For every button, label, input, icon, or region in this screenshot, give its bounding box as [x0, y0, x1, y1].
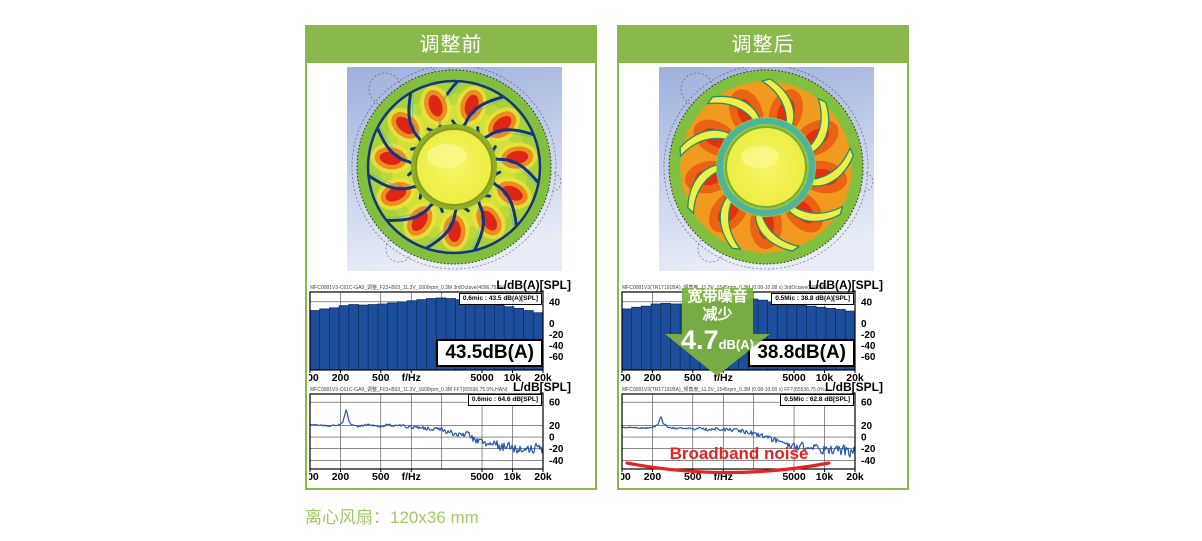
fft-chart-block-before: MFC0081V3-C61C-GA9_调整_F03+B03_11.3V_1600…	[309, 380, 595, 482]
svg-text:20k: 20k	[846, 372, 864, 383]
broadband-noise-label: Broadband noise	[669, 444, 809, 463]
svg-text:f/Hz: f/Hz	[714, 372, 733, 383]
svg-text:100: 100	[309, 471, 319, 482]
fft-title-before: MFC0081V3-C61C-GA9_调整_F03+B03_11.3V_1600…	[310, 387, 508, 393]
svg-text:10k: 10k	[504, 471, 522, 482]
cfd-image-before	[347, 67, 562, 271]
noise-reduction-text: 宽带噪音 减少 4.7dB(A)	[665, 288, 770, 359]
fft-unit-label-before: L/dB[SPL]	[513, 380, 571, 394]
panel-after-title: 调整后	[731, 34, 795, 56]
down-arrow-icon	[665, 288, 770, 376]
cfd-simulation-before	[347, 67, 562, 271]
fft-inner-label-before: 0.6mic : 64.6 dB[SPL]	[467, 394, 542, 406]
fft-title-after: MFC0081V3(TR17191BA)_倾角度_11.2V_1545rpm_0…	[622, 387, 827, 393]
svg-text:100: 100	[621, 372, 631, 383]
svg-text:60: 60	[861, 398, 873, 409]
svg-text:200: 200	[644, 471, 662, 482]
svg-text:-60: -60	[549, 352, 564, 363]
svg-text:20k: 20k	[534, 372, 552, 383]
octave-value-after: 38.8dB(A)	[748, 339, 855, 367]
svg-text:200: 200	[332, 471, 350, 482]
svg-text:-20: -20	[861, 330, 876, 341]
octave-value-before: 43.5dB(A)	[436, 339, 543, 367]
svg-text:-60: -60	[861, 352, 876, 363]
svg-text:10k: 10k	[504, 372, 522, 383]
arrow-text-line1: 宽带噪音	[687, 288, 748, 305]
svg-text:40: 40	[549, 297, 561, 308]
svg-text:-40: -40	[549, 456, 564, 467]
svg-text:500: 500	[372, 471, 390, 482]
svg-text:-40: -40	[549, 341, 564, 352]
octave-unit-label-before: L/dB(A)[SPL]	[496, 278, 571, 292]
svg-text:60: 60	[549, 398, 561, 409]
svg-text:20: 20	[861, 421, 873, 432]
svg-text:10k: 10k	[816, 372, 834, 383]
svg-text:-20: -20	[549, 444, 564, 455]
svg-text:5000: 5000	[782, 471, 806, 482]
figure-caption: 离心风扇：120x36 mm	[305, 508, 479, 527]
svg-text:-20: -20	[861, 444, 876, 455]
svg-text:500: 500	[372, 372, 390, 383]
svg-text:10k: 10k	[816, 471, 834, 482]
panel-after: 调整后 MFC0081V3(TR17191BA)_倾角度_11.3V_1545r…	[617, 25, 909, 490]
svg-text:0: 0	[549, 319, 555, 330]
svg-text:5000: 5000	[470, 372, 494, 383]
svg-text:500: 500	[684, 471, 702, 482]
svg-text:0: 0	[861, 433, 867, 444]
svg-text:-40: -40	[861, 456, 876, 467]
svg-text:f/Hz: f/Hz	[714, 471, 733, 482]
octave-inner-label-after: 0.5Mic : 38.8 dB(A)[SPL]	[771, 293, 854, 305]
svg-text:20k: 20k	[534, 471, 552, 482]
fft-chart-block-after: MFC0081V3(TR17191BA)_倾角度_11.2V_1545rpm_0…	[621, 380, 907, 482]
svg-text:0: 0	[549, 433, 555, 444]
svg-text:f/Hz: f/Hz	[402, 471, 421, 482]
panel-before-header: 调整前	[307, 27, 595, 63]
noise-reduction-arrow: 宽带噪音 减少 4.7dB(A)	[665, 288, 770, 376]
svg-text:5000: 5000	[782, 372, 806, 383]
svg-text:40: 40	[861, 297, 873, 308]
cfd-image-after	[659, 67, 874, 271]
svg-text:200: 200	[644, 372, 662, 383]
panel-before-title: 调整前	[419, 34, 483, 56]
octave-spectrum-before: 40 0-20-40-60 100 200 500 f/Hz 5000 10k 20k	[309, 291, 564, 383]
panel-before: 调整前 MFC0081V3-C61C-GA9_调整_F23+B03_11.3V_…	[305, 25, 597, 490]
cfd-simulation-after	[659, 67, 874, 271]
octave-chart-block-before: MFC0081V3-C61C-GA9_调整_F23+B03_11.3V_1600…	[309, 278, 595, 383]
svg-text:5000: 5000	[470, 471, 494, 482]
svg-text:20k: 20k	[846, 471, 864, 482]
svg-text:f/Hz: f/Hz	[402, 372, 421, 383]
broadband-underline-arc	[625, 461, 831, 475]
svg-text:-20: -20	[549, 330, 564, 341]
arrow-value: 4.7	[681, 325, 719, 355]
svg-text:20: 20	[549, 421, 561, 432]
fft-unit-label-after: L/dB[SPL]	[825, 380, 883, 394]
octave-title-before: MFC0081V3-C61C-GA9_调整_F23+B03_11.3V_1600…	[310, 285, 507, 291]
svg-text:0: 0	[861, 319, 867, 330]
panel-after-header: 调整后	[619, 27, 907, 63]
octave-inner-label-before: 0.6mic : 43.5 dB(A)[SPL]	[458, 293, 542, 305]
svg-text:-40: -40	[861, 341, 876, 352]
arrow-unit: dB(A)	[718, 337, 754, 352]
arrow-text-line2: 减少	[702, 306, 733, 323]
svg-text:100: 100	[621, 471, 631, 482]
svg-text:200: 200	[332, 372, 350, 383]
octave-unit-label-after: L/dB(A)[SPL]	[808, 278, 883, 292]
fft-inner-label-after: 0.5Mic : 62.8 dB[SPL]	[780, 394, 854, 406]
svg-text:100: 100	[309, 372, 319, 383]
svg-text:500: 500	[684, 372, 702, 383]
